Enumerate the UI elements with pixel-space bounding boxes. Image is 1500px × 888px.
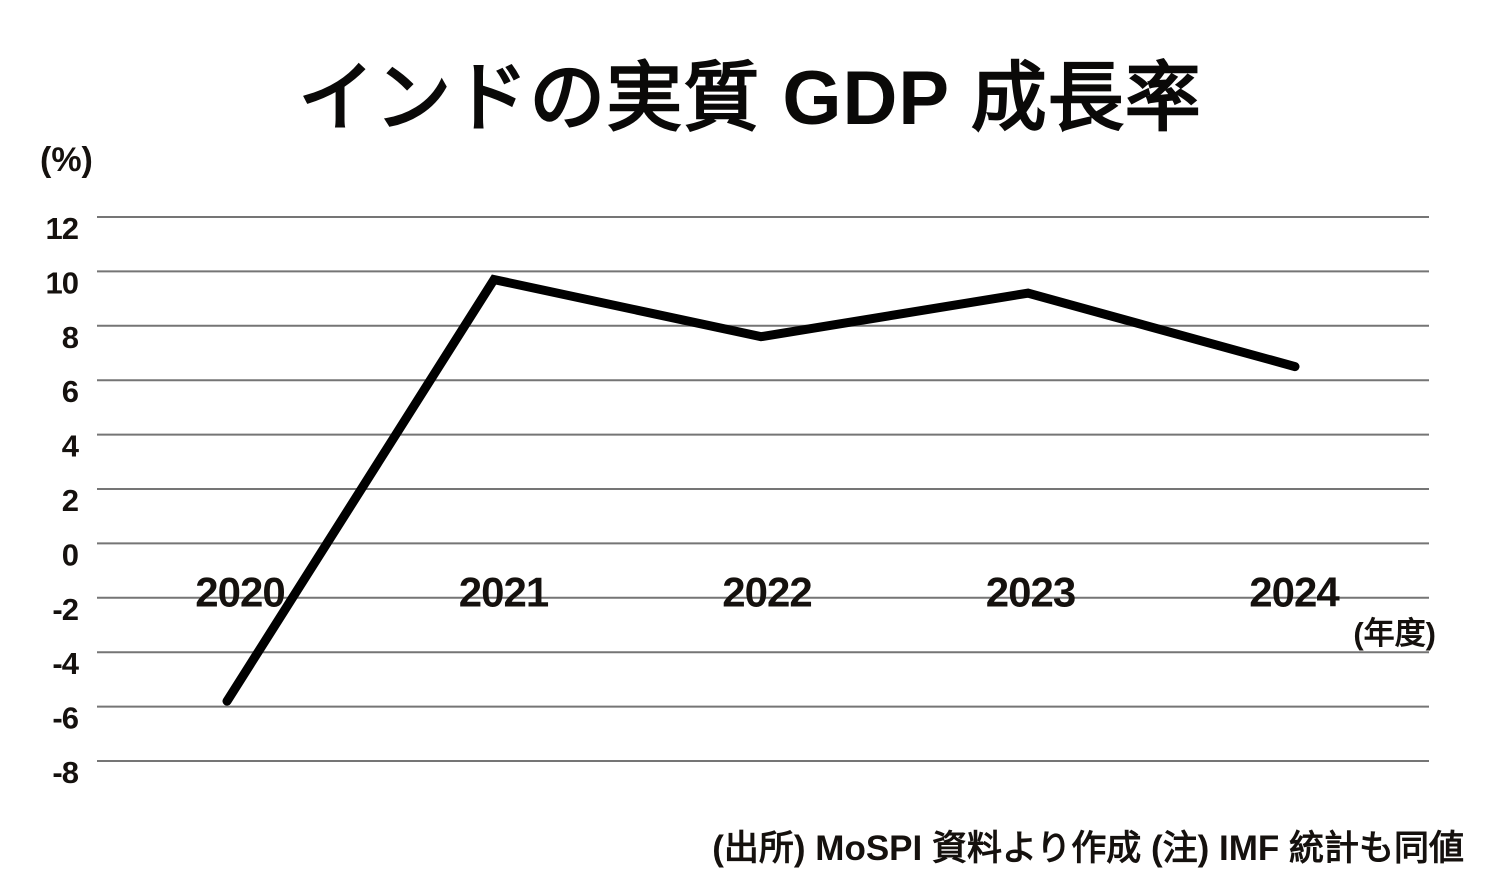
y-tick-label: 12 — [46, 211, 78, 246]
y-tick-label: -4 — [52, 646, 79, 681]
y-tick-label: 0 — [62, 537, 78, 572]
source-note: (出所) MoSPI 資料より作成 (注) IMF 統計も同値 — [712, 829, 1464, 868]
y-tick-label: -6 — [52, 701, 78, 736]
y-tick-label: -2 — [52, 592, 78, 627]
x-tick-label: 2022 — [722, 569, 811, 616]
y-tick-label: 8 — [62, 320, 79, 355]
chart-title: インドの実質 GDP 成長率 — [298, 56, 1202, 141]
y-tick-label: 2 — [62, 483, 78, 518]
x-tick-labels: 2020 2021 2022 2023 2024 — [195, 569, 1341, 616]
gridlines — [97, 216, 1429, 762]
x-tick-label: 2021 — [459, 569, 549, 616]
x-tick-label: 2024 — [1249, 569, 1340, 616]
gdp-growth-line-series — [222, 274, 1300, 706]
x-axis-unit-label: (年度) — [1353, 616, 1436, 651]
y-tick-label: -8 — [52, 755, 78, 790]
y-tick-labels: 12 10 8 6 4 2 0 -2 -4 -6 -8 — [46, 211, 81, 790]
y-tick-label: 10 — [46, 265, 78, 300]
y-tick-label: 6 — [62, 374, 79, 409]
x-tick-label: 2020 — [195, 569, 284, 616]
y-tick-label: 4 — [62, 429, 80, 464]
y-axis-unit-label: (%) — [40, 141, 93, 179]
x-tick-label: 2023 — [986, 569, 1075, 616]
